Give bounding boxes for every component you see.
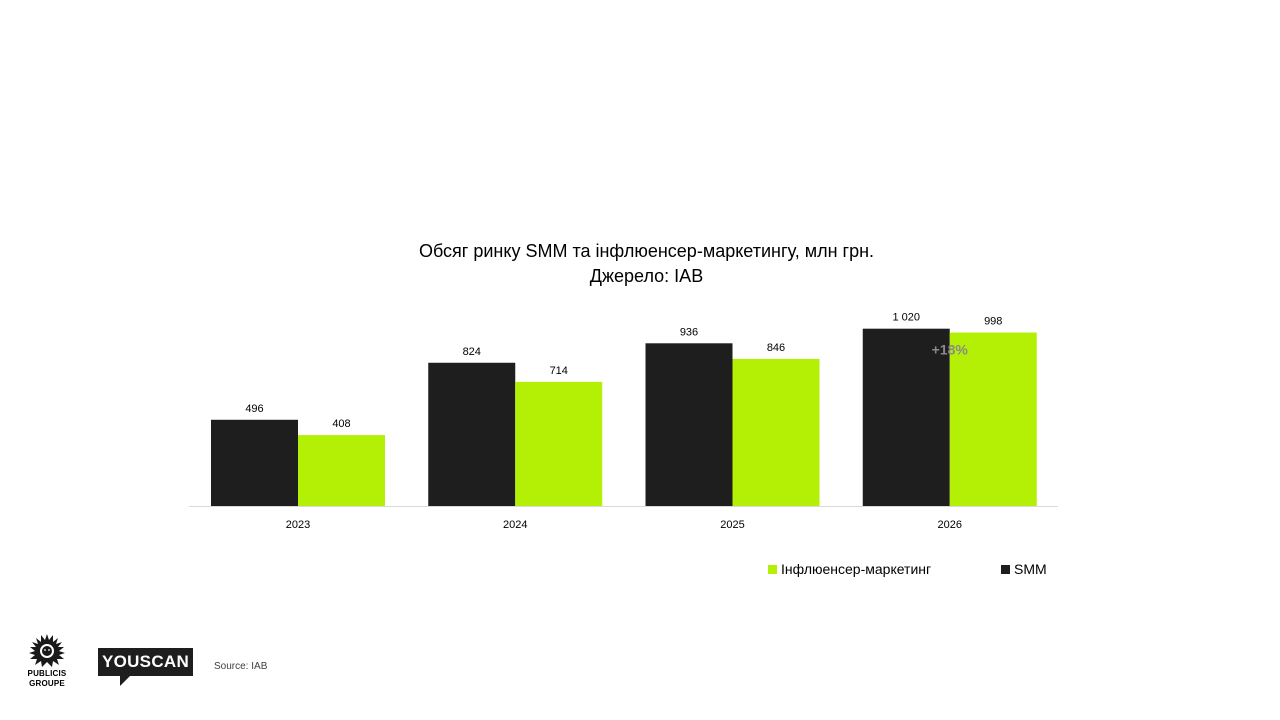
legend-swatch-influencer xyxy=(768,564,777,574)
youscan-logo: YOUSCAN xyxy=(98,648,193,688)
bar-smm-2023 xyxy=(211,419,298,506)
publicis-logo-line2: GROUPE xyxy=(29,679,65,688)
data-label-smm-2026: 1 020 xyxy=(892,312,920,324)
x-tick-label-2023: 2023 xyxy=(286,519,310,531)
data-label-smm-2023: 496 xyxy=(245,403,263,415)
bar-influencer-2026 xyxy=(949,332,1037,506)
youscan-logo-tail xyxy=(120,675,131,686)
x-tick-label-2025: 2025 xyxy=(720,519,744,531)
data-label-smm-2024: 824 xyxy=(463,346,481,358)
x-tick-label-2024: 2024 xyxy=(503,519,527,531)
source-note: Source: IAB xyxy=(214,661,268,672)
legend-item-influencer: Інфлюенсер-маркетинг xyxy=(768,561,931,577)
lion-icon xyxy=(29,634,65,667)
data-label-smm-2025: 936 xyxy=(680,326,698,338)
data-label-influencer-2024: 714 xyxy=(550,365,568,377)
bar-influencer-2023 xyxy=(298,435,385,506)
data-label-influencer-2025: 846 xyxy=(767,342,785,354)
x-tick-label-2026: 2026 xyxy=(938,519,962,531)
legend-item-smm: SMM xyxy=(1001,561,1047,577)
data-label-influencer-2023: 408 xyxy=(332,418,350,430)
publicis-groupe-logo: PUBLICIS GROUPE xyxy=(24,632,70,690)
bar-smm-2026 xyxy=(862,328,950,506)
legend-label-influencer: Інфлюенсер-маркетинг xyxy=(781,561,932,577)
bar-influencer-2024 xyxy=(515,381,603,506)
data-label-influencer-2026: 998 xyxy=(984,316,1002,328)
bar-smm-2024 xyxy=(428,362,516,506)
chart-subtitle: Джерело: IAB xyxy=(589,266,704,286)
publicis-logo-line1: PUBLICIS xyxy=(27,669,67,678)
legend-label-smm: SMM xyxy=(1014,561,1047,577)
bar-smm-2025 xyxy=(645,343,733,506)
legend-swatch-smm xyxy=(1001,564,1010,574)
youscan-logo-text: YOUSCAN xyxy=(98,648,193,676)
chart-title: Обсяг ринку SMM та інфлюенсер-маркетингу… xyxy=(418,241,875,261)
annotation-growth-2026: +18% xyxy=(932,342,969,358)
chart-title-block: Обсяг ринку SMM та інфлюенсер-маркетингу… xyxy=(0,239,1280,289)
bar-influencer-2025 xyxy=(732,358,820,506)
